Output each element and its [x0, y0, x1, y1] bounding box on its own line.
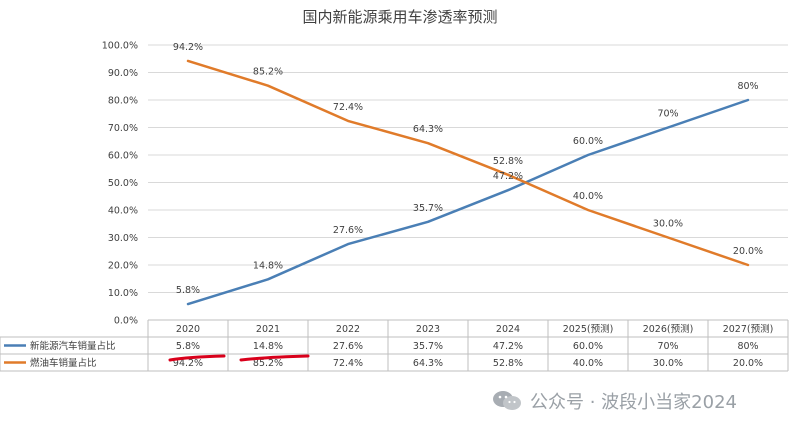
data-label: 35.7%	[413, 203, 443, 214]
data-label: 80%	[737, 81, 758, 92]
wechat-icon	[493, 391, 521, 410]
y-tick-label: 0.0%	[114, 316, 138, 327]
series-name: 新能源汽车销量占比	[30, 340, 116, 352]
table-cell: 72.4%	[333, 358, 363, 369]
red-underline-mark	[239, 354, 310, 362]
y-tick-label: 20.0%	[108, 261, 138, 272]
gridlines	[148, 44, 788, 321]
y-tick-label: 30.0%	[108, 233, 138, 244]
table-header-cell: 2022	[336, 324, 360, 335]
table-cell: 27.6%	[333, 341, 363, 352]
data-label: 27.6%	[333, 225, 363, 236]
data-label: 5.8%	[176, 285, 200, 296]
series-line	[186, 59, 750, 267]
table-cell: 94.2%	[173, 358, 203, 369]
data-label: 60.0%	[573, 136, 603, 147]
red-underline-mark	[168, 354, 226, 362]
y-tick-label: 90.0%	[108, 68, 138, 79]
table-cell: 64.3%	[413, 358, 443, 369]
y-tick-label: 10.0%	[108, 288, 138, 299]
series-line	[186, 98, 750, 306]
y-axis: 0.0% 10.0% 20.0% 30.0% 40.0% 50.0% 60.0% 70.0% 8…	[102, 41, 138, 327]
table-header-cell: 2023	[416, 324, 440, 335]
y-tick-label: 60.0%	[108, 151, 138, 162]
y-tick-label: 70.0%	[108, 123, 138, 134]
table-cell: 30.0%	[653, 358, 683, 369]
watermark-text: 公众号 · 波段小当家2024	[530, 392, 737, 413]
table-cell: 85.2%	[253, 358, 283, 369]
series-group	[186, 59, 750, 306]
table-header-cell: 2024	[496, 324, 520, 335]
y-tick-label: 80.0%	[108, 96, 138, 107]
y-tick-label: 50.0%	[108, 178, 138, 189]
table-header-cell: 2020	[176, 324, 200, 335]
series-name: 燃油车销量占比	[30, 357, 97, 369]
table-header-cell: 2021	[256, 324, 280, 335]
chart-title: 国内新能源乘用车渗透率预测	[302, 8, 497, 26]
watermark: 公众号 · 波段小当家2024	[492, 388, 737, 414]
data-label: 85.2%	[253, 67, 283, 78]
table-cell: 52.8%	[493, 358, 523, 369]
data-label: 20.0%	[733, 246, 763, 257]
data-label: 64.3%	[413, 124, 443, 135]
table-cell: 60.0%	[573, 341, 603, 352]
data-label: 30.0%	[653, 219, 683, 230]
table-header-cell: 2025(预测)	[563, 324, 614, 335]
table-cell: 47.2%	[493, 341, 523, 352]
data-label: 14.8%	[253, 260, 283, 271]
table-header-cell: 2026(预测)	[643, 324, 694, 335]
data-table: 2020 2021 2022 2023 2024 2025(预测) 2026(预测) 2027…	[0, 319, 789, 372]
table-header-cell: 2027(预测)	[723, 324, 774, 335]
data-labels: 5.8% 14.8% 27.6% 35.7% 47.2% 60.0% 70% 80% 94.2%…	[173, 42, 763, 296]
table-cell: 40.0%	[573, 358, 603, 369]
data-label: 72.4%	[333, 102, 363, 113]
y-tick-label: 40.0%	[108, 206, 138, 217]
annotation-marks	[168, 354, 310, 362]
data-label: 47.2%	[493, 171, 523, 182]
table-cell: 20.0%	[733, 358, 763, 369]
table-cell: 70%	[657, 341, 678, 352]
data-label: 52.8%	[493, 156, 523, 167]
y-tick-label: 100.0%	[102, 41, 138, 52]
table-cell: 14.8%	[253, 341, 283, 352]
table-cell: 5.8%	[176, 341, 200, 352]
data-label: 94.2%	[173, 42, 203, 53]
table-cell: 80%	[737, 341, 758, 352]
data-label: 70%	[657, 109, 678, 120]
table-cell: 35.7%	[413, 341, 443, 352]
data-label: 40.0%	[573, 191, 603, 202]
